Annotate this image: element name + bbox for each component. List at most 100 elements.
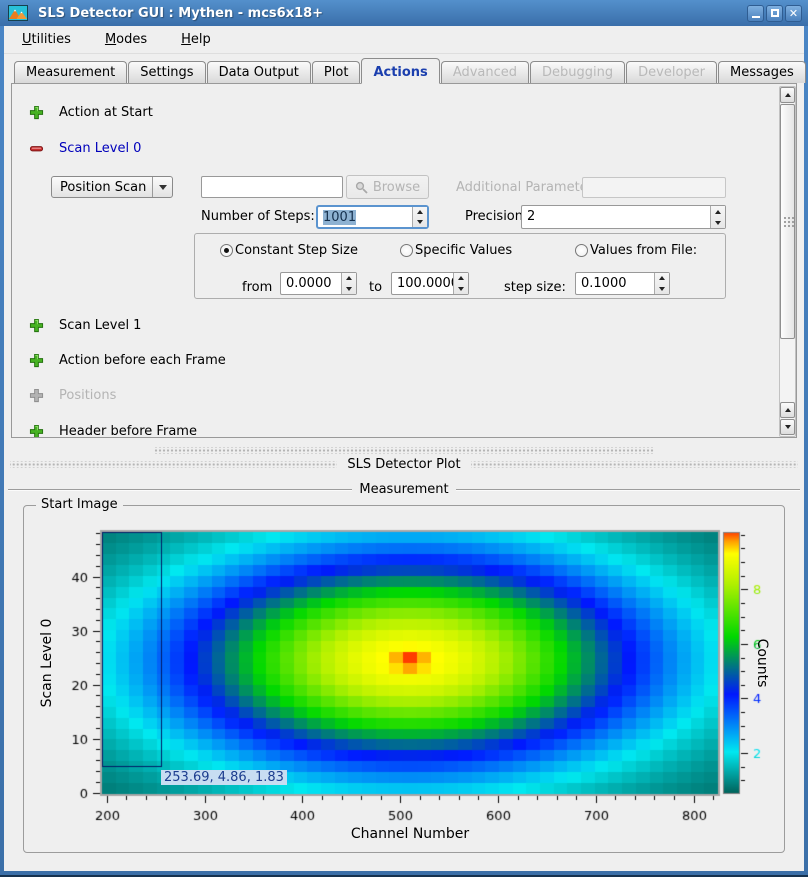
number-of-steps-value: 1001 [323,210,356,225]
arrow-up-icon [785,408,791,412]
browse-button: Browse [346,175,429,199]
actions-tab-panel: Action at Start Scan Level 0 Position Sca… [11,83,797,438]
tab-data-output[interactable]: Data Output [207,61,311,83]
add-action-icon [29,424,44,439]
spin-up-icon [417,210,423,214]
to-value: 100.0000 [397,276,459,291]
to-spinbox[interactable]: 100.0000 [391,272,469,295]
from-label: from [242,280,272,295]
tab-debugging: Debugging [530,61,625,83]
splitter-grip-dots [471,461,798,468]
spin-down-icon [715,221,721,225]
add-action-disabled-icon [29,388,44,403]
action-row-scan-level-0[interactable]: Scan Level 0 [29,139,141,157]
tab-bar: MeasurementSettingsData OutputPlotAction… [14,60,807,83]
precision-label: Precision: [465,209,527,224]
browse-button-label: Browse [373,180,420,195]
cursor-position-readout: 253.69, 4.86, 1.83 [161,770,287,785]
spin-buttons[interactable] [654,273,669,294]
maximize-icon [771,9,779,17]
radio-label-values-from-file: Values from File: [590,243,697,258]
menu-help[interactable]: Help [171,29,221,50]
measurement-title-text: Measurement [359,482,448,497]
splitter-grip-dots [10,461,337,468]
radio-label-specific-values: Specific Values [415,243,512,258]
close-button[interactable]: ✕ [785,5,802,22]
menu-utilities[interactable]: Utilities [12,29,81,50]
add-action-icon [29,353,44,368]
app-window: SLS Detector GUI : Mythen - mcs6x18+ ✕ U… [0,0,808,877]
remove-action-icon [29,141,44,156]
spin-buttons[interactable] [412,207,427,227]
window-content: UtilitiesModesHelp MeasurementSettingsDa… [4,26,804,871]
number-of-steps-spinbox[interactable]: 1001 [316,205,429,229]
spin-down-icon [458,287,464,291]
action-row-positions: Positions [29,386,116,404]
spin-up-icon [659,276,665,280]
spin-buttons[interactable] [453,273,468,294]
action-row-action-before-each-frame[interactable]: Action before each Frame [29,351,226,369]
window-title: SLS Detector GUI : Mythen - mcs6x18+ [38,6,323,21]
x-axis-title: Channel Number [290,826,530,842]
divider [8,489,352,491]
app-icon [8,5,28,21]
step-size-value: 0.1000 [581,276,627,291]
tab-messages[interactable]: Messages [718,61,806,83]
menu-modes[interactable]: Modes [95,29,157,50]
scan-mode-combobox[interactable]: Position Scan [51,176,173,198]
radio-label-constant-step-size: Constant Step Size [235,243,358,258]
scan-mode-value: Position Scan [60,180,146,195]
close-icon: ✕ [789,7,798,20]
spin-down-icon [346,287,352,291]
scrollbar-up-button-2[interactable] [780,402,795,418]
action-row-header-before-frame[interactable]: Header before Frame [29,422,197,438]
heatmap-plot-canvas[interactable] [29,516,779,846]
tab-plot[interactable]: Plot [312,61,361,83]
number-of-steps-label: Number of Steps: [201,209,315,224]
additional-parameter-input [582,177,726,198]
from-value: 0.0000 [286,276,332,291]
minimize-icon [752,16,760,18]
start-image-title: Start Image [36,497,123,512]
menu-bar: Utilities Modes Help [4,26,804,54]
splitter-handle[interactable]: SLS Detector Plot [4,441,804,472]
to-label: to [369,280,382,295]
additional-parameter-label: Additional Parameter: [456,180,597,195]
step-size-label: step size: [504,280,566,295]
minimize-button[interactable] [747,5,764,22]
scan-script-input[interactable] [201,176,343,198]
tab-actions[interactable]: Actions [361,58,439,84]
tab-settings[interactable]: Settings [128,61,205,83]
maximize-button[interactable] [766,5,783,22]
divider [456,489,800,491]
arrow-up-icon [785,93,791,97]
action-row-scan-level-1[interactable]: Scan Level 1 [29,316,141,334]
tab-measurement[interactable]: Measurement [14,61,127,83]
spin-buttons[interactable] [341,273,356,294]
chevron-down-icon [159,185,167,190]
scrollbar-up-button[interactable] [780,87,795,103]
action-row-action-at-start[interactable]: Action at Start [29,103,153,121]
window-titlebar[interactable]: SLS Detector GUI : Mythen - mcs6x18+ ✕ [0,0,808,26]
scrollbar-thumb[interactable] [780,104,795,339]
scrollbar-down-button[interactable] [780,419,795,435]
tab-developer: Developer [626,61,717,83]
spin-buttons[interactable] [710,206,725,228]
combo-arrow-section [152,177,172,197]
plot-dock-title: SLS Detector Plot [347,457,460,472]
spin-up-icon [346,276,352,280]
magnifier-icon [355,181,368,194]
radio-specific-values[interactable] [400,244,413,257]
spin-up-icon [458,276,464,280]
spin-down-icon [659,287,665,291]
step-size-spinbox[interactable]: 0.1000 [575,272,670,295]
vertical-scrollbar[interactable] [779,86,796,437]
spin-down-icon [417,220,423,224]
from-spinbox[interactable]: 0.0000 [280,272,357,295]
step-mode-groupbox: Constant Step Size Specific Values Values … [194,233,726,299]
add-action-icon [29,318,44,333]
precision-spinbox[interactable]: 2 [521,205,726,229]
arrow-down-icon [785,425,791,429]
radio-values-from-file[interactable] [575,244,588,257]
radio-constant-step-size[interactable] [220,244,233,257]
